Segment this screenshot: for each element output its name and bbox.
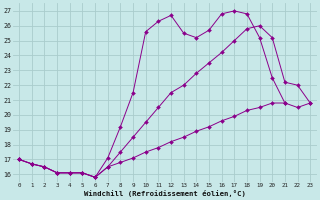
X-axis label: Windchill (Refroidissement éolien,°C): Windchill (Refroidissement éolien,°C) [84, 190, 246, 197]
